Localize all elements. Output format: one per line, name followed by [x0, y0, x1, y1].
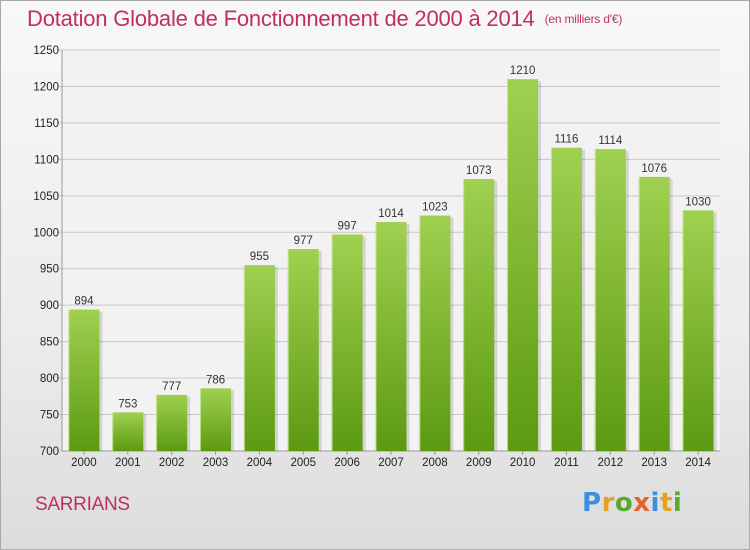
x-tick-label: 2001 — [115, 457, 141, 469]
bar — [550, 147, 582, 451]
bar-highlight — [594, 149, 596, 451]
y-tick-label: 1050 — [33, 191, 59, 203]
x-tick-label: 2007 — [378, 457, 404, 469]
x-tick-label: 2002 — [159, 457, 185, 469]
bar-highlight — [287, 249, 289, 451]
x-tick-label: 2012 — [598, 457, 624, 469]
bar — [638, 176, 670, 451]
y-tick-label: 900 — [40, 300, 59, 312]
chart-unit: (en milliers d'€) — [544, 12, 623, 26]
bar-highlight — [463, 179, 465, 452]
y-tick-label: 950 — [40, 264, 59, 276]
chart-title-text: Dotation Globale de Fonctionnement de 20… — [27, 6, 535, 31]
logo-letter: o — [614, 488, 634, 518]
logo-letter: i — [672, 488, 683, 518]
bar-highlight — [200, 388, 202, 451]
bar — [287, 249, 319, 451]
data-label: 997 — [338, 220, 357, 232]
bar-highlight — [375, 222, 377, 451]
bar — [200, 388, 232, 451]
bar-highlight — [112, 412, 114, 451]
bar-highlight — [550, 147, 552, 451]
bar — [375, 222, 407, 451]
x-tick-label: 2014 — [685, 457, 711, 469]
bar — [594, 149, 626, 451]
data-label: 753 — [118, 398, 137, 410]
bar-highlight — [243, 265, 245, 451]
proxiti-logo[interactable]: Proxiti — [582, 488, 682, 518]
data-label: 955 — [250, 251, 269, 263]
data-label: 777 — [162, 381, 181, 393]
y-tick-label: 1100 — [34, 154, 59, 166]
y-tick-label: 1000 — [33, 227, 59, 239]
data-label: 1116 — [555, 134, 579, 146]
data-label: 1073 — [466, 165, 492, 177]
y-tick-label: 800 — [40, 373, 59, 385]
bar — [156, 394, 188, 451]
commune-name: SARRIANS — [35, 494, 130, 515]
bar — [243, 265, 275, 451]
x-tick-label: 2008 — [422, 457, 448, 469]
x-tick-label: 2006 — [334, 457, 360, 469]
bar — [463, 179, 495, 452]
logo-letter: P — [582, 488, 602, 518]
bar — [331, 234, 363, 451]
x-tick-label: 2013 — [641, 457, 667, 469]
bar-highlight — [156, 394, 158, 451]
bar — [419, 215, 451, 451]
data-label: 1210 — [510, 65, 536, 77]
bar-highlight — [682, 210, 684, 451]
chart-title: Dotation Globale de Fonctionnement de 20… — [27, 6, 622, 32]
y-tick-label: 850 — [40, 337, 59, 349]
x-tick-label: 2011 — [554, 457, 579, 469]
bar — [507, 79, 539, 451]
data-label: 1023 — [422, 202, 448, 214]
bar-highlight — [419, 215, 421, 451]
logo-letter: x — [633, 488, 651, 518]
bar — [68, 309, 100, 451]
bar-highlight — [68, 309, 70, 451]
x-tick-label: 2000 — [71, 457, 97, 469]
logo-letter: i — [650, 488, 660, 518]
data-label: 1114 — [598, 135, 622, 147]
data-label: 977 — [294, 235, 313, 247]
logo-letter: t — [659, 488, 673, 518]
bar-highlight — [507, 79, 509, 451]
data-label: 1076 — [641, 163, 667, 175]
y-tick-label: 700 — [40, 446, 59, 458]
bar-highlight — [331, 234, 333, 451]
data-label: 1030 — [685, 196, 711, 208]
bar — [112, 412, 144, 451]
data-label: 786 — [206, 374, 225, 386]
x-tick-label: 2005 — [290, 457, 316, 469]
data-label: 1014 — [378, 208, 404, 220]
x-tick-label: 2003 — [203, 457, 229, 469]
x-tick-label: 2010 — [510, 457, 536, 469]
x-tick-label: 2004 — [247, 457, 273, 469]
y-tick-label: 1250 — [33, 45, 59, 57]
y-tick-label: 1150 — [34, 118, 59, 130]
data-label: 894 — [74, 296, 94, 308]
bar — [682, 210, 714, 451]
y-tick-label: 1200 — [33, 81, 59, 93]
y-tick-label: 750 — [40, 410, 59, 422]
bar-highlight — [638, 176, 640, 451]
x-tick-label: 2009 — [466, 457, 492, 469]
logo-letter: r — [601, 488, 615, 518]
